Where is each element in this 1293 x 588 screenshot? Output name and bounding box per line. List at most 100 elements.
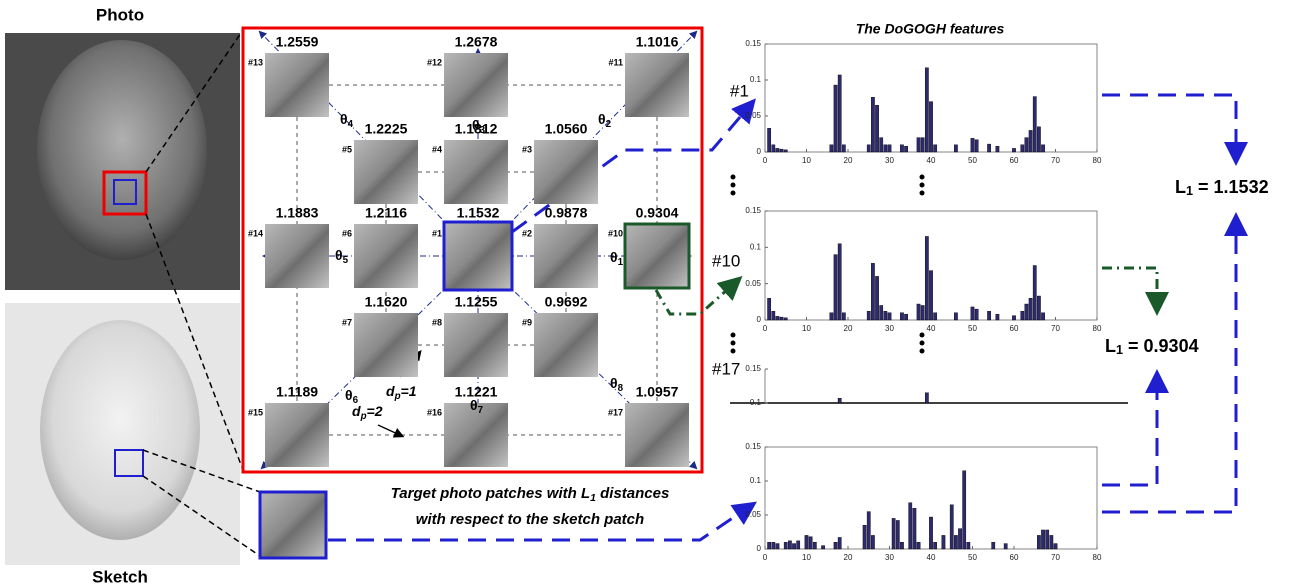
caption-line-sub: 1 [590,492,596,504]
patch-id: #9 [522,317,532,327]
angle-label-part: θ [335,247,343,263]
angle-label-sub: 3 [480,125,486,136]
patch-id: #17 [608,407,623,417]
y-tick-label: 0 [757,544,762,553]
patch-distance: 1.1255 [455,294,498,310]
patch-grid-frame [241,26,704,474]
bar [833,542,838,550]
caption-line-part: distances [596,485,669,502]
bar [1003,543,1008,550]
bar [804,535,809,550]
bar [929,101,933,153]
x-tick-label: 80 [1093,553,1102,562]
patch-distance: 1.2116 [365,205,407,221]
bar [833,84,838,153]
bar [887,144,892,153]
x-tick-label: 0 [763,156,768,165]
patch-distance: 1.2678 [455,34,498,50]
bar [788,540,792,550]
bar [841,312,846,321]
patch-id: #16 [427,407,442,417]
photo-image [5,33,240,290]
bar [783,542,788,550]
x-tick-label: 10 [802,156,811,165]
dp-label-part: =2 [367,403,383,419]
bar [792,543,796,550]
x-tick-label: 30 [885,324,894,333]
bar [771,311,776,321]
patch [265,403,329,467]
patch-id: #1 [432,228,442,238]
angle-label-part: θ [340,111,348,127]
patch [534,224,598,288]
bar [891,518,896,550]
bar [933,312,938,321]
bar [1032,96,1037,153]
l1-result-part: = 1.1532 [1193,177,1269,197]
bar [875,104,879,153]
y-tick-label: 0 [757,147,762,156]
bar [837,398,842,404]
patch-id: #10 [608,228,623,238]
y-tick-label: 0.1 [750,75,762,84]
caption-line: with respect to the sketch patch [416,511,644,528]
x-tick-label: 0 [763,553,768,562]
bar [924,236,929,321]
patch-id: #6 [342,228,352,238]
patch-distance: 0.9878 [545,205,588,221]
x-tick-label: 40 [927,553,936,562]
patch-distance: 1.1620 [365,294,408,310]
patch-distance: 1.1532 [457,205,500,221]
bar [779,316,784,321]
bar [966,542,971,550]
bar [883,311,888,321]
angle-label-sub: 5 [343,255,349,266]
dp-label: dp=2 [352,403,383,422]
chart-label: #1 [730,81,749,100]
l1-result: L1 = 0.9304 [1105,336,1199,358]
angle-label: θ7 [470,397,484,416]
l1-result-part: L [1175,177,1186,197]
angle-label-sub: 1 [618,257,624,268]
bar [871,263,875,321]
patch [625,403,689,467]
angle-label: θ3 [472,117,486,136]
bar [1012,315,1016,321]
sketch-patch [258,490,328,560]
bar [775,148,780,153]
chart-label: #10 [712,251,740,270]
bar [821,545,825,550]
bar [904,146,908,153]
patch-distance: 1.2559 [276,34,319,50]
bar [987,311,991,321]
sketch-label: Sketch [92,567,148,586]
bar [1041,529,1045,550]
bar [771,542,776,550]
bar [949,504,954,550]
bar [879,137,884,153]
bar [1028,130,1033,153]
bar [841,144,846,153]
bar [837,243,842,321]
bar [962,470,967,550]
patch [442,220,514,292]
x-tick-label: 70 [1051,553,1060,562]
bar [767,542,772,550]
bar [924,67,929,153]
patch-id: #2 [522,228,532,238]
patch [625,53,689,117]
bar [1020,311,1025,321]
patch-distance: 1.0560 [545,121,588,137]
features-title: The DoGOGH features [856,21,1005,37]
x-tick-label: 50 [968,324,977,333]
y-tick-label: 0.15 [745,364,761,373]
patch-distance: 1.1221 [455,384,498,400]
patch [534,313,598,377]
bar [954,144,958,153]
bar [904,313,908,321]
angle-label-sub: 8 [618,383,624,394]
y-tick-label: 0.05 [745,111,761,120]
angle-label: θ1 [610,249,624,268]
bar [1041,144,1045,153]
